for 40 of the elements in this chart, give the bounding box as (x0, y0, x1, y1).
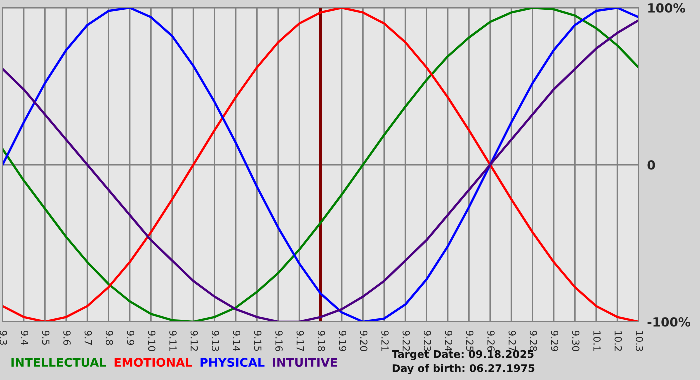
x-tick-label: 9.22 (402, 330, 410, 352)
x-tick-label: 9.6 (64, 330, 71, 346)
x-tick-label: 9.8 (106, 330, 114, 346)
x-tick-label: 9.5 (42, 330, 50, 345)
text: Day of birth: 06.27.1975 (392, 364, 535, 374)
x-tick-label: 10.2 (614, 331, 622, 352)
y-tick-label: 100% (648, 3, 686, 13)
y-tick-label: -100% (648, 317, 691, 327)
x-tick-label: 9.26 (488, 330, 495, 352)
x-tick-label: 9.18 (318, 330, 326, 352)
x-tick-label: 9.7 (84, 330, 92, 345)
x-tick-label: 9.21 (382, 330, 389, 352)
text: PHYSICAL (200, 358, 265, 368)
x-tick-label: 9.10 (148, 330, 156, 352)
y-tick-label: 0 (648, 160, 656, 170)
x-tick-label: 9.11 (170, 330, 177, 352)
x-tick-label: 10.1 (594, 331, 601, 352)
x-tick-label: 9.29 (551, 330, 559, 352)
x-tick-label: 9.28 (530, 330, 538, 352)
x-tick-label: 9.4 (21, 330, 29, 346)
x-tick-label: 9.15 (254, 330, 262, 352)
x-tick-label: 9.12 (190, 330, 198, 352)
x-tick-label: 9.20 (360, 330, 368, 352)
x-tick-label: 9.27 (508, 330, 516, 352)
x-tick-label: 9.24 (445, 330, 453, 352)
x-tick-label: 9.19 (339, 330, 347, 352)
x-tick-label: 9.16 (276, 330, 283, 352)
x-tick-label: 9.14 (233, 330, 241, 352)
text: INTELLECTUAL (12, 358, 106, 368)
x-tick-label: 10.3 (636, 331, 644, 352)
x-tick-label: 9.23 (424, 330, 432, 352)
x-tick-label: 9.25 (466, 330, 474, 352)
x-tick-label: 9.30 (572, 330, 580, 352)
x-tick-label: 9.17 (296, 330, 304, 352)
x-tick-label: 9.13 (212, 330, 220, 352)
text: EMOTIONAL (114, 358, 192, 368)
x-tick-label: 9.9 (127, 330, 135, 346)
x-tick-label: 9.3 (0, 330, 8, 346)
text: INTUITIVE (273, 358, 338, 368)
text: Target Date: 09.18.2025 (392, 350, 534, 360)
